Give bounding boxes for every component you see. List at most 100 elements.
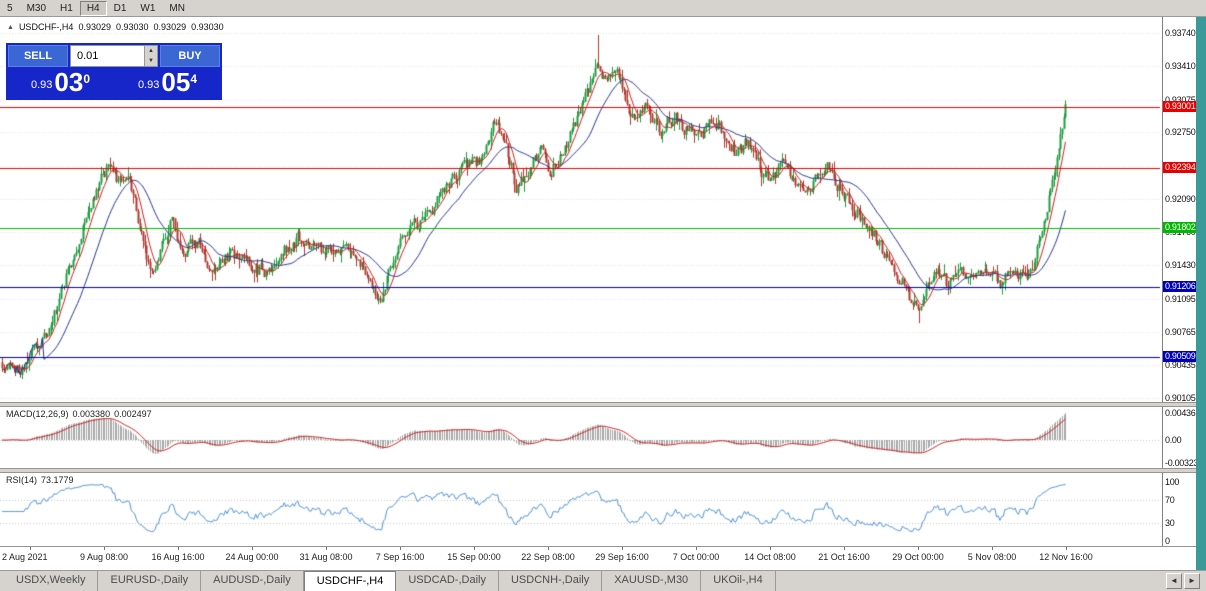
tab-eurusd-daily[interactable]: EURUSD-,Daily — [98, 571, 202, 591]
price-axis[interactable]: 0.937400.934100.930750.927500.924200.920… — [1162, 17, 1199, 570]
period-button-h1[interactable]: H1 — [60, 2, 73, 14]
ohlc-high: 0.93030 — [116, 22, 149, 32]
time-axis-label: 16 Aug 16:00 — [151, 552, 205, 562]
macd-value-signal: 0.002497 — [114, 409, 152, 419]
tab-scroll-left-button[interactable]: ◄ — [1166, 573, 1182, 589]
ohlc-open: 0.93029 — [78, 22, 111, 32]
collapse-icon[interactable]: ▲ — [7, 23, 14, 31]
time-tick — [844, 547, 845, 550]
tab-usdchf-h4[interactable]: USDCHF-,H4 — [303, 571, 397, 591]
price-tick-label: 0.93740 — [1165, 28, 1196, 38]
price-tick-label: 0.90435 — [1165, 359, 1196, 370]
tab-usdx-weekly[interactable]: USDX,Weekly — [4, 571, 99, 591]
price-tick-label: 0.91095 — [1165, 293, 1196, 304]
tab-ukoil-h4[interactable]: UKOil-,H4 — [701, 571, 776, 591]
sell-price-big-figure: 0.93 — [30, 79, 53, 91]
macd-panel-divider[interactable] — [0, 402, 1196, 407]
time-tick — [1066, 547, 1067, 550]
time-axis-label: 29 Sep 16:00 — [595, 552, 649, 562]
buy-price-big-figure: 0.93 — [137, 79, 160, 91]
period-button-d1[interactable]: D1 — [113, 2, 127, 14]
lot-spinner: ▲ ▼ — [144, 46, 157, 66]
sell-price: 0.93 03 0 — [8, 69, 113, 98]
rsi-scale-label: 100 — [1165, 477, 1180, 487]
price-tick-label: 0.93410 — [1165, 61, 1196, 72]
chart-tab-bar: USDX,Weekly EURUSD-,Daily AUDUSD-,Daily USD… — [0, 570, 1206, 591]
rsi-scale-label: 70 — [1165, 494, 1175, 505]
price-line-tag: 0.92394 — [1163, 162, 1197, 174]
buy-price: 0.93 05 4 — [115, 69, 220, 98]
price-tick-label: 0.90765 — [1165, 326, 1196, 337]
time-tick — [474, 547, 475, 550]
time-axis-label: 29 Oct 00:00 — [892, 552, 944, 562]
tab-scroll-buttons: ◄ ► — [1164, 571, 1206, 591]
macd-scale-label: -0.00323 — [1165, 458, 1199, 469]
rsi-value: 73.1779 — [41, 475, 74, 485]
time-axis-label: 14 Oct 08:00 — [744, 552, 796, 562]
macd-value-main: 0.003380 — [72, 409, 111, 419]
time-axis-label: 7 Oct 00:00 — [672, 552, 720, 562]
period-button-h4[interactable]: H4 — [79, 0, 107, 16]
price-tick-label: 0.92090 — [1165, 193, 1196, 204]
sell-price-pips: 03 — [54, 67, 84, 97]
rsi-scale-label: 30 — [1165, 518, 1175, 529]
time-tick — [992, 547, 993, 550]
time-tick — [548, 547, 549, 550]
lot-decrease-button[interactable]: ▼ — [148, 58, 154, 64]
buy-price-pipette: 4 — [190, 72, 198, 86]
price-tick-label: 0.90105 — [1165, 393, 1196, 403]
time-axis-label: 12 Nov 16:00 — [1039, 552, 1093, 562]
chart-canvas[interactable] — [0, 17, 1162, 546]
ohlc-low: 0.93029 — [153, 22, 187, 32]
macd-name: MACD(12,26,9) — [6, 409, 69, 419]
sell-button[interactable]: SELL — [8, 45, 68, 67]
tab-audusd-daily[interactable]: AUDUSD-,Daily — [201, 571, 304, 591]
time-axis[interactable]: 2 Aug 2021 9 Aug 08:00 16 Aug 16:00 24 Aug … — [0, 546, 1196, 570]
price-line-tag: 0.90509 — [1163, 351, 1197, 363]
sell-price-pipette: 0 — [83, 72, 91, 86]
tab-usdcad-daily[interactable]: USDCAD-,Daily — [396, 571, 499, 591]
price-tick-label: 0.92750 — [1165, 127, 1196, 138]
time-tick — [104, 547, 105, 550]
price-line-tag: 0.93001 — [1163, 101, 1197, 113]
period-button-5[interactable]: 5 — [7, 2, 13, 14]
chart-header: ▲ USDCHF-,H4 0.93029 0.93030 0.93029 0.9… — [7, 22, 224, 32]
time-tick — [30, 547, 31, 550]
time-tick — [622, 547, 623, 550]
rsi-scale-label: 0 — [1165, 536, 1170, 546]
timeframe-toolbar: 5 M30 H1 H4 D1 W1 MN — [0, 0, 1206, 17]
buy-button[interactable]: BUY — [160, 45, 220, 67]
period-button-w1[interactable]: W1 — [140, 2, 156, 14]
ohlc-close: 0.93030 — [191, 22, 224, 32]
time-axis-label: 2 Aug 2021 — [2, 552, 48, 562]
lot-increase-button[interactable]: ▲ — [148, 48, 154, 54]
time-axis-label: 21 Oct 16:00 — [818, 552, 870, 562]
price-tick-label: 0.93075 — [1165, 94, 1196, 105]
rsi-name: RSI(14) — [6, 475, 38, 485]
window-edge — [1196, 17, 1206, 570]
lot-size-input[interactable] — [71, 46, 144, 66]
time-tick — [326, 547, 327, 550]
time-tick — [400, 547, 401, 550]
time-axis-label: 7 Sep 16:00 — [375, 552, 425, 562]
time-tick — [252, 547, 253, 550]
macd-label: MACD(12,26,9) 0.003380 0.002497 — [6, 409, 156, 419]
tab-xauusd-m30[interactable]: XAUUSD-,M30 — [602, 571, 702, 591]
period-button-m30[interactable]: M30 — [26, 2, 47, 14]
lot-size-box: ▲ ▼ — [70, 45, 158, 67]
time-tick — [178, 547, 179, 550]
price-line-tag: 0.91802 — [1163, 221, 1197, 233]
time-axis-label: 15 Sep 00:00 — [447, 552, 501, 562]
price-line-tag: 0.91206 — [1163, 281, 1197, 293]
rsi-label: RSI(14) 73.1779 — [6, 475, 78, 485]
tab-scroll-right-button[interactable]: ► — [1184, 573, 1200, 589]
period-button-mn[interactable]: MN — [169, 2, 185, 14]
price-tick-label: 0.91430 — [1165, 259, 1196, 270]
macd-scale-label: 0.00436 — [1165, 408, 1196, 418]
tab-usdcnh-daily[interactable]: USDCNH-,Daily — [499, 571, 603, 591]
rsi-panel-divider[interactable] — [0, 468, 1196, 473]
time-axis-label: 9 Aug 08:00 — [79, 552, 129, 562]
buy-price-pips: 05 — [161, 67, 191, 97]
